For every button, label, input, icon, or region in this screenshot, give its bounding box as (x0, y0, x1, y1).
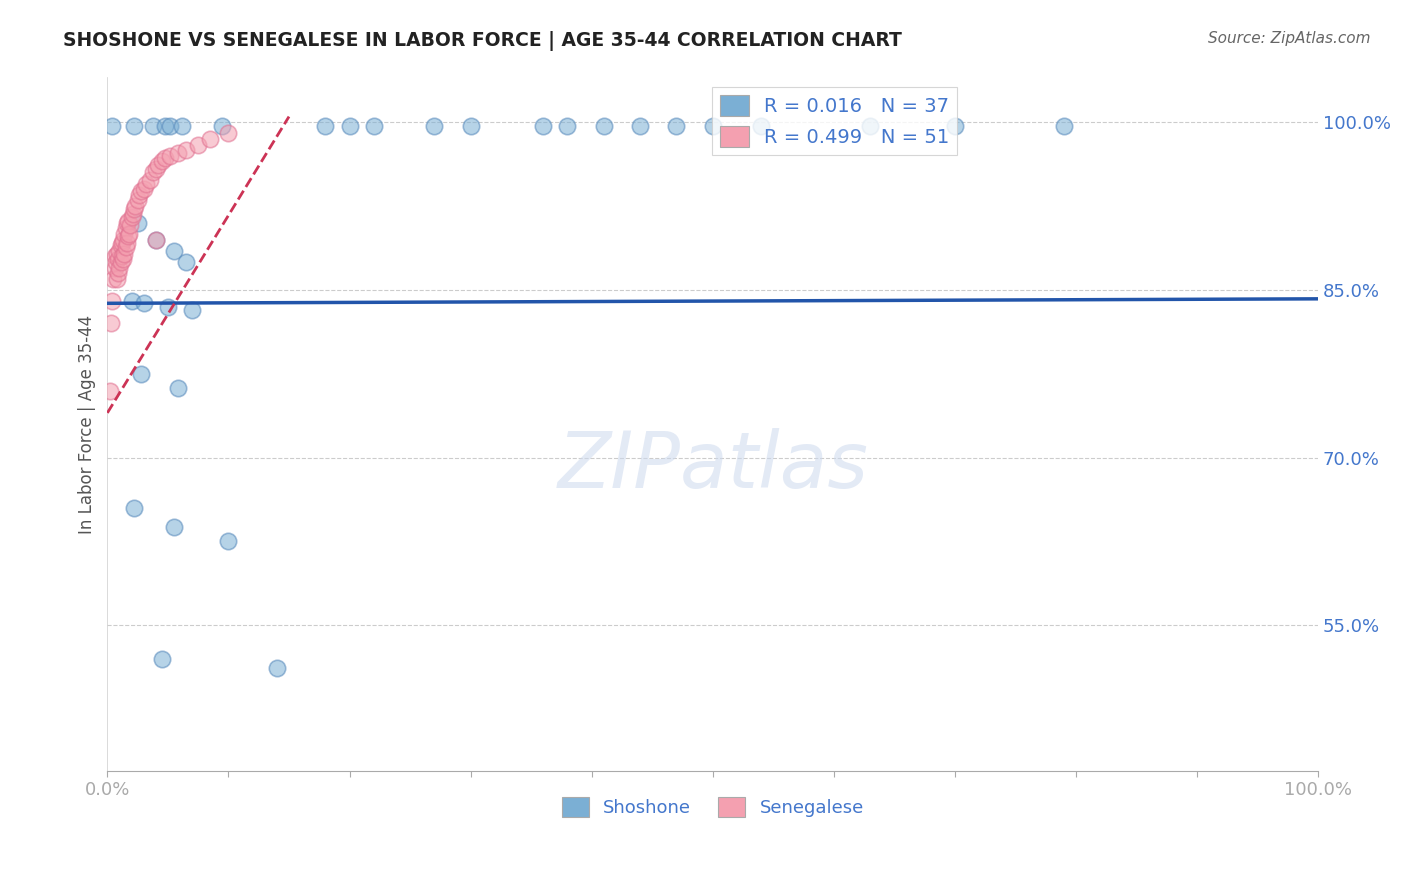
Point (132, 296, 155, 310)
Point (112, 227, 135, 241)
Point (100, 317, 122, 331)
Point (181, 303, 204, 318)
Point (112, 247, 135, 261)
Point (104, 260, 127, 275)
Point (135, 177, 157, 191)
Point (115, 216, 138, 230)
Point (200, 132, 222, 146)
Point (943, 119, 966, 133)
Point (112, 252, 135, 266)
Point (172, 119, 194, 133)
Point (217, 126, 239, 140)
Point (110, 255, 132, 269)
Point (557, 119, 579, 133)
Point (124, 199, 146, 213)
Point (163, 244, 186, 258)
Point (174, 255, 197, 269)
Point (150, 652, 173, 666)
Point (531, 119, 554, 133)
Point (118, 227, 141, 241)
Point (122, 119, 145, 133)
Point (314, 119, 336, 133)
Point (122, 500, 145, 515)
Text: ZIPatlas: ZIPatlas (557, 427, 868, 504)
Point (266, 661, 288, 675)
Point (129, 367, 152, 381)
Point (105, 271, 128, 285)
Point (114, 221, 136, 235)
Point (117, 213, 139, 227)
Point (128, 187, 150, 202)
Point (628, 119, 651, 133)
Point (159, 149, 181, 163)
Point (174, 143, 197, 157)
Legend: Shoshone, Senegalese: Shoshone, Senegalese (554, 789, 872, 824)
Point (211, 119, 233, 133)
Y-axis label: In Labor Force | Age 35-44: In Labor Force | Age 35-44 (79, 315, 96, 533)
Point (121, 211, 143, 225)
Point (98, 384, 121, 398)
Point (145, 233, 167, 247)
Point (122, 202, 145, 217)
Point (1053, 119, 1076, 133)
Point (120, 218, 142, 232)
Point (363, 119, 385, 133)
Point (139, 173, 162, 187)
Point (155, 119, 177, 133)
Point (145, 162, 167, 177)
Text: SHOSHONE VS SENEGALESE IN LABOR FORCE | AGE 35-44 CORRELATION CHART: SHOSHONE VS SENEGALESE IN LABOR FORCE | … (63, 31, 903, 51)
Point (163, 520, 186, 534)
Point (859, 119, 882, 133)
Point (108, 244, 131, 258)
Point (166, 381, 188, 395)
Point (159, 119, 181, 133)
Point (155, 151, 177, 165)
Point (121, 207, 143, 221)
Point (148, 158, 170, 172)
Point (107, 266, 129, 280)
Point (101, 119, 124, 133)
Point (107, 252, 129, 266)
Point (749, 119, 772, 133)
Point (142, 165, 165, 179)
Point (145, 233, 167, 247)
Point (101, 294, 124, 309)
Point (142, 119, 165, 133)
Point (129, 185, 152, 199)
Point (665, 119, 688, 133)
Point (104, 249, 127, 263)
Point (111, 249, 134, 263)
Point (187, 137, 209, 152)
Point (104, 255, 127, 269)
Point (108, 260, 131, 275)
Point (339, 119, 361, 133)
Point (460, 119, 482, 133)
Point (592, 119, 614, 133)
Point (217, 534, 239, 549)
Point (150, 154, 173, 169)
Point (121, 294, 143, 309)
Point (111, 235, 134, 250)
Point (702, 119, 724, 133)
Point (115, 235, 138, 250)
Text: Source: ZipAtlas.com: Source: ZipAtlas.com (1208, 31, 1371, 46)
Point (423, 119, 446, 133)
Point (112, 233, 135, 247)
Point (114, 240, 136, 254)
Point (103, 271, 125, 285)
Point (132, 182, 155, 196)
Point (127, 194, 149, 208)
Point (156, 300, 179, 314)
Point (117, 229, 139, 244)
Point (110, 238, 132, 252)
Point (166, 146, 188, 161)
Point (105, 247, 128, 261)
Point (127, 216, 149, 230)
